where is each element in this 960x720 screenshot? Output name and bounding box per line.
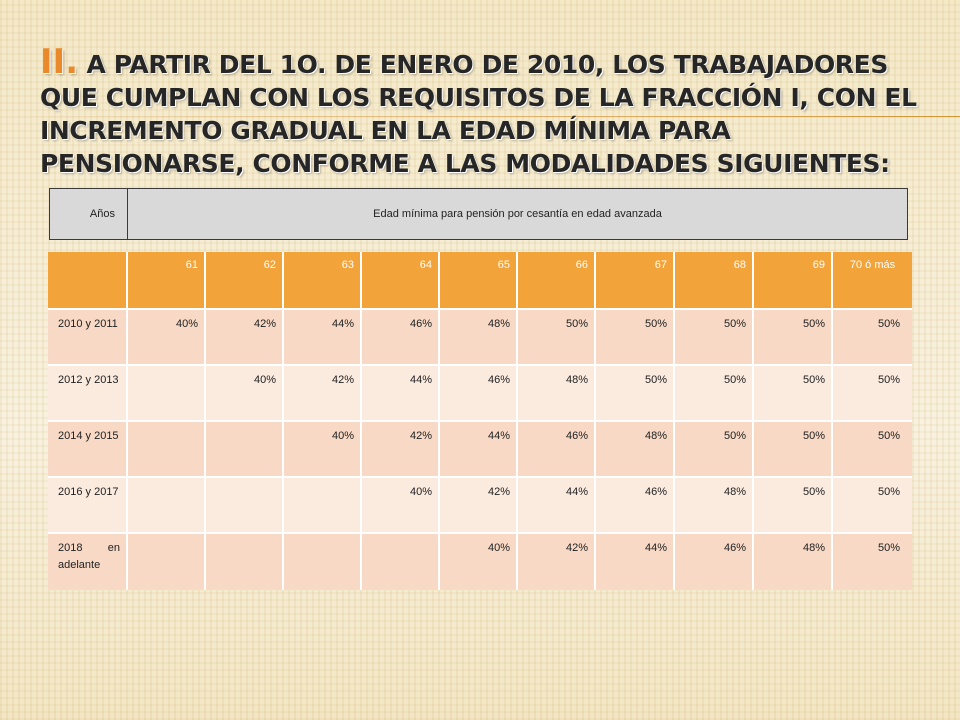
value-cell: 44% (596, 532, 675, 590)
period-cell: 2014 y 2015 (48, 420, 128, 476)
value-cell: 42% (206, 308, 284, 364)
value-cell: 50% (754, 364, 833, 420)
value-cell (128, 420, 206, 476)
value-cell: 50% (596, 364, 675, 420)
table-row: 2012 y 2013 40% 42% 44% 46% 48% 50% 50% … (48, 364, 912, 420)
age-header-row: 61 62 63 64 65 66 67 68 69 70 ó más (48, 252, 912, 308)
value-cell (128, 532, 206, 590)
age-header-cell: 69 (754, 252, 833, 308)
value-cell: 44% (362, 364, 440, 420)
value-cell: 46% (675, 532, 754, 590)
age-header-cell: 64 (362, 252, 440, 308)
value-cell: 42% (362, 420, 440, 476)
value-cell: 50% (833, 364, 912, 420)
value-cell: 48% (675, 476, 754, 532)
value-cell: 50% (675, 308, 754, 364)
value-cell (128, 476, 206, 532)
age-percentage-table: 61 62 63 64 65 66 67 68 69 70 ó más 2010… (48, 252, 912, 590)
title-text: A partir del 1o. de enero de 2010, los t… (40, 50, 917, 178)
value-cell: 46% (596, 476, 675, 532)
value-cell: 50% (596, 308, 675, 364)
value-cell: 50% (518, 308, 596, 364)
value-cell (128, 364, 206, 420)
value-cell: 46% (440, 364, 518, 420)
age-header-description: Edad mínima para pensión por cesantía en… (373, 208, 662, 220)
value-cell: 48% (440, 308, 518, 364)
value-cell (284, 532, 362, 590)
value-cell (362, 532, 440, 590)
value-cell: 48% (754, 532, 833, 590)
value-cell (206, 532, 284, 590)
value-cell: 46% (362, 308, 440, 364)
table-header-box: Años Edad mínima para pensión por cesant… (49, 188, 908, 240)
value-cell: 50% (754, 308, 833, 364)
value-cell: 50% (754, 476, 833, 532)
corner-cell (48, 252, 128, 308)
value-cell: 42% (518, 532, 596, 590)
age-header-cell: 66 (518, 252, 596, 308)
value-cell: 50% (833, 420, 912, 476)
value-cell (206, 476, 284, 532)
period-cell: 2010 y 2011 (48, 308, 128, 364)
value-cell: 50% (675, 420, 754, 476)
table-row: 2014 y 2015 40% 42% 44% 46% 48% 50% 50% … (48, 420, 912, 476)
value-cell (206, 420, 284, 476)
age-header-cell: 61 (128, 252, 206, 308)
value-cell: 42% (284, 364, 362, 420)
value-cell: 50% (675, 364, 754, 420)
value-cell: 44% (284, 308, 362, 364)
value-cell: 40% (206, 364, 284, 420)
value-cell: 40% (440, 532, 518, 590)
age-header-cell: 62 (206, 252, 284, 308)
years-header: Años (50, 189, 128, 239)
table-row: 2016 y 2017 40% 42% 44% 46% 48% 50% 50% (48, 476, 912, 532)
value-cell: 46% (518, 420, 596, 476)
value-cell: 42% (440, 476, 518, 532)
value-cell: 40% (362, 476, 440, 532)
value-cell: 48% (518, 364, 596, 420)
value-cell: 50% (833, 476, 912, 532)
value-cell: 48% (596, 420, 675, 476)
table-row: 2018 en adelante 40% 42% 44% 46% 48% 50% (48, 532, 912, 590)
title-numeral: II. (40, 42, 79, 82)
age-header-cell: 65 (440, 252, 518, 308)
value-cell: 40% (128, 308, 206, 364)
value-cell: 40% (284, 420, 362, 476)
age-header-cell: 68 (675, 252, 754, 308)
age-header-cell: 70 ó más (833, 252, 912, 308)
age-header-cell: 67 (596, 252, 675, 308)
value-cell: 44% (518, 476, 596, 532)
period-cell: 2012 y 2013 (48, 364, 128, 420)
value-cell: 50% (754, 420, 833, 476)
decorative-rule (0, 116, 960, 117)
period-cell: 2018 en adelante (48, 532, 128, 590)
period-cell: 2016 y 2017 (48, 476, 128, 532)
value-cell: 50% (833, 532, 912, 590)
value-cell: 44% (440, 420, 518, 476)
page-title: II. A partir del 1o. de enero de 2010, l… (40, 45, 940, 180)
age-header-cell: 63 (284, 252, 362, 308)
table-row: 2010 y 2011 40% 42% 44% 46% 48% 50% 50% … (48, 308, 912, 364)
value-cell: 50% (833, 308, 912, 364)
value-cell (284, 476, 362, 532)
